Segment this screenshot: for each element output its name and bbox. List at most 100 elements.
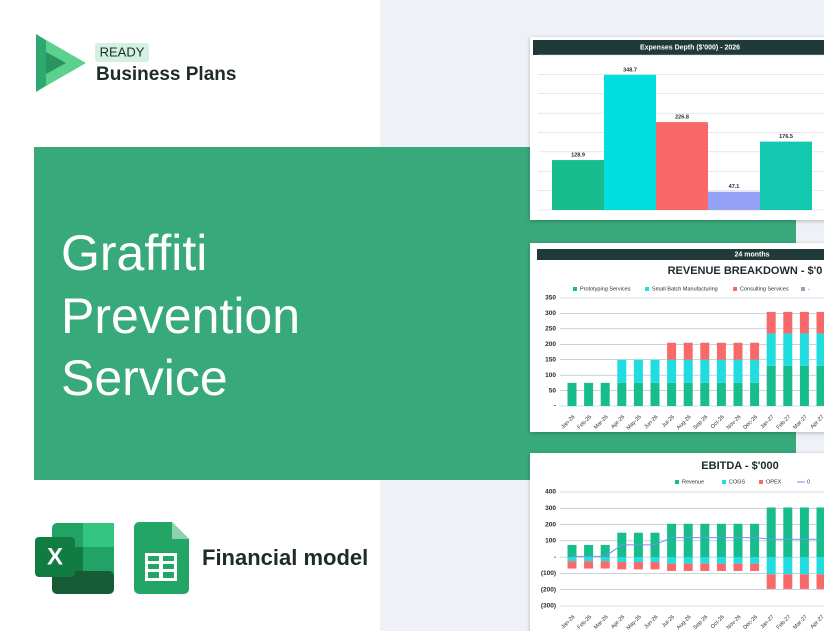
bar-segment	[733, 342, 743, 360]
bar-segment	[633, 557, 643, 563]
headline: Graffiti	[61, 225, 207, 281]
chart-header-bar	[537, 249, 824, 260]
bar-segment	[567, 561, 577, 569]
bar-segment	[716, 359, 726, 383]
bar-segment	[750, 382, 760, 406]
bar-segment	[617, 359, 627, 383]
legend-label: Small Batch Manufacturing	[652, 286, 718, 292]
bar-segment	[816, 574, 824, 589]
bar-segment	[700, 359, 710, 383]
y-tick-label: 300	[545, 310, 556, 317]
bar-segment	[617, 562, 627, 570]
legend-swatch	[722, 480, 726, 484]
y-tick-label: 400	[545, 489, 556, 496]
bar-segment	[667, 557, 677, 564]
chart-header-bar	[533, 40, 824, 55]
bar-segment	[617, 557, 627, 563]
bar-segment	[567, 557, 577, 562]
bar-segment	[783, 574, 793, 589]
bar-segment	[600, 557, 610, 562]
bar-segment	[700, 382, 710, 406]
logo-icon	[36, 34, 86, 92]
bar-segment	[700, 563, 710, 571]
legend-label: 0	[807, 479, 810, 485]
y-tick-label: 200	[545, 341, 556, 348]
bar-segment	[716, 523, 726, 558]
bar-segment	[799, 333, 809, 366]
bar-segment	[766, 365, 776, 406]
y-tick-label: 300	[545, 505, 556, 512]
svg-text:X: X	[47, 543, 63, 570]
bar-segment	[799, 507, 809, 558]
bar-segment	[584, 544, 594, 558]
chart-title: REVENUE BREAKDOWN - $'0	[668, 265, 823, 277]
bar-segment	[783, 311, 793, 334]
bar-segment	[783, 365, 793, 406]
bar-segment	[584, 561, 594, 569]
value-label: 128.9	[571, 153, 585, 159]
y-tick-label: (100)	[541, 570, 556, 577]
bar-segment	[667, 359, 677, 383]
y-tick-label: 350	[545, 295, 556, 302]
charts: Expenses Depth ($'000) - 2026 128.9 348.7 2…	[538, 44, 824, 631]
bar-segment	[816, 557, 824, 575]
bar-segment	[683, 382, 693, 406]
y-tick-label: 250	[545, 326, 556, 333]
chart-title: Expenses Depth ($'000) - 2026	[640, 44, 740, 51]
bar-segment	[667, 523, 677, 558]
brand-name: Business Plans	[96, 64, 236, 85]
sheets-icon	[134, 522, 189, 594]
bar-segment	[766, 557, 776, 575]
bar-segment	[816, 311, 824, 334]
headline: Prevention	[61, 288, 300, 344]
y-tick-label: -	[554, 554, 556, 561]
value-label: 47.1	[729, 184, 740, 190]
bar-segment	[799, 311, 809, 334]
bar-segment	[766, 311, 776, 334]
bar-segment	[716, 557, 726, 564]
bar-segment	[667, 342, 677, 360]
bar-segment	[600, 382, 610, 406]
bar-segment	[683, 557, 693, 564]
bar-segment	[650, 562, 660, 570]
bar-segment	[750, 563, 760, 571]
legend-swatch	[573, 287, 577, 291]
y-tick-label: (300)	[541, 603, 556, 610]
bar-segment	[716, 563, 726, 571]
bar	[708, 191, 760, 210]
value-label: 176.5	[779, 134, 793, 140]
badge	[95, 43, 149, 62]
bar-segment	[716, 342, 726, 360]
bar-segment	[650, 382, 660, 406]
bar-segment	[733, 523, 743, 558]
bar-segment	[584, 557, 594, 562]
legend-swatch	[675, 480, 679, 484]
badge-text: READY	[100, 44, 145, 59]
bar-segment	[567, 544, 577, 558]
bar-segment	[667, 563, 677, 571]
bar-segment	[683, 359, 693, 383]
bar-segment	[633, 359, 643, 383]
bar-segment	[733, 563, 743, 571]
bar-segment	[766, 333, 776, 366]
y-tick-label: 100	[545, 538, 556, 545]
bar-segment	[683, 342, 693, 360]
y-tick-label: 50	[549, 387, 557, 394]
bar-segment	[650, 359, 660, 383]
bar-segment	[750, 523, 760, 558]
bar-segment	[783, 507, 793, 558]
bar-segment	[650, 557, 660, 563]
bar-segment	[783, 557, 793, 575]
y-tick-label: 100	[545, 372, 556, 379]
bar-segment	[766, 507, 776, 558]
bar-segment	[683, 563, 693, 571]
bar-segment	[750, 557, 760, 564]
bar-segment	[733, 382, 743, 406]
legend-swatch	[759, 480, 763, 484]
legend-label: Prototyping Services	[580, 286, 631, 292]
chart-header: 24 months	[734, 251, 769, 258]
chart-title: EBITDA - $'000	[701, 460, 778, 472]
bar-segment	[633, 562, 643, 570]
bar-segment	[799, 574, 809, 589]
